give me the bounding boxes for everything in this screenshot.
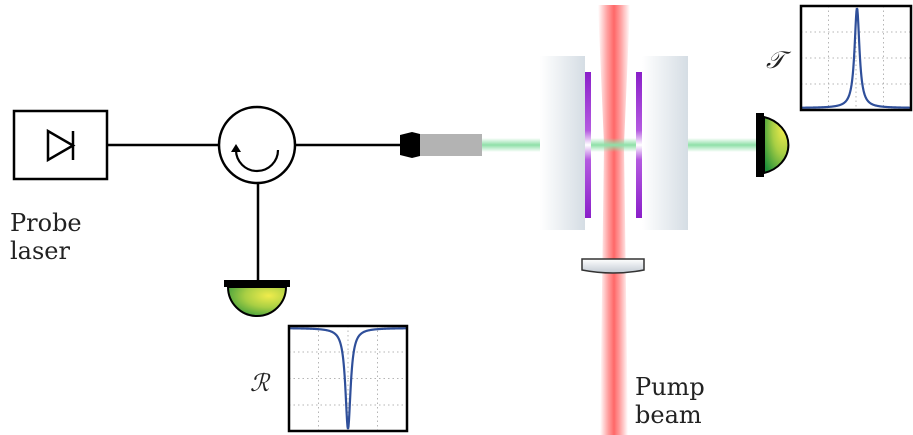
probe-beam — [482, 138, 756, 152]
photodetector-icon — [224, 280, 290, 317]
probe-laser-label: Probe laser — [10, 209, 82, 265]
probe-laser-label-line1: Probe — [10, 209, 82, 237]
lens-icon — [581, 258, 645, 274]
fiber-collimator — [400, 132, 482, 158]
fiber-lines — [107, 143, 406, 283]
photodetector-icon — [756, 113, 790, 177]
diode-icon — [46, 128, 76, 163]
circulator-icon — [217, 105, 297, 185]
transmission-curve — [802, 7, 910, 109]
pump-beam — [598, 5, 630, 435]
pump-beam-label-line1: Pump — [635, 373, 705, 401]
reflection-symbol: ℛ — [250, 369, 270, 397]
cavity-mirror-left — [540, 56, 591, 230]
transmission-plot — [799, 4, 913, 112]
plot-grid — [289, 326, 407, 431]
reflection-curve — [290, 327, 406, 430]
pump-beam-label-line2: beam — [635, 401, 702, 429]
reflection-plot — [287, 324, 409, 433]
cavity-mirror-right — [636, 56, 688, 230]
probe-laser — [12, 109, 109, 181]
probe-laser-label-line2: laser — [10, 237, 70, 265]
transmission-symbol: 𝒯 — [766, 46, 785, 74]
pump-beam-label: Pump beam — [635, 373, 705, 429]
